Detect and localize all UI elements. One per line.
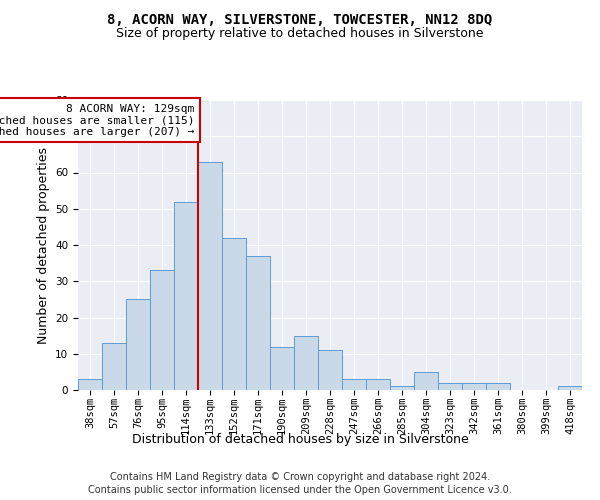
Bar bbox=[366, 379, 390, 390]
Bar bbox=[414, 372, 438, 390]
Text: Distribution of detached houses by size in Silverstone: Distribution of detached houses by size … bbox=[131, 432, 469, 446]
Text: Contains HM Land Registry data © Crown copyright and database right 2024.: Contains HM Land Registry data © Crown c… bbox=[110, 472, 490, 482]
Bar bbox=[558, 386, 582, 390]
Bar bbox=[78, 379, 102, 390]
Text: 8, ACORN WAY, SILVERSTONE, TOWCESTER, NN12 8DQ: 8, ACORN WAY, SILVERSTONE, TOWCESTER, NN… bbox=[107, 12, 493, 26]
Text: Size of property relative to detached houses in Silverstone: Size of property relative to detached ho… bbox=[116, 28, 484, 40]
Bar bbox=[198, 162, 222, 390]
Bar bbox=[126, 300, 150, 390]
Bar bbox=[222, 238, 246, 390]
Bar bbox=[174, 202, 198, 390]
Bar bbox=[150, 270, 174, 390]
Bar bbox=[486, 383, 510, 390]
Text: 8 ACORN WAY: 129sqm
← 36% of detached houses are smaller (115)
64% of semi-detac: 8 ACORN WAY: 129sqm ← 36% of detached ho… bbox=[0, 104, 194, 137]
Bar bbox=[318, 350, 342, 390]
Bar bbox=[270, 346, 294, 390]
Bar bbox=[294, 336, 318, 390]
Bar bbox=[342, 379, 366, 390]
Bar bbox=[390, 386, 414, 390]
Bar bbox=[102, 343, 126, 390]
Y-axis label: Number of detached properties: Number of detached properties bbox=[37, 146, 50, 344]
Bar bbox=[246, 256, 270, 390]
Bar bbox=[438, 383, 462, 390]
Bar bbox=[462, 383, 486, 390]
Text: Contains public sector information licensed under the Open Government Licence v3: Contains public sector information licen… bbox=[88, 485, 512, 495]
